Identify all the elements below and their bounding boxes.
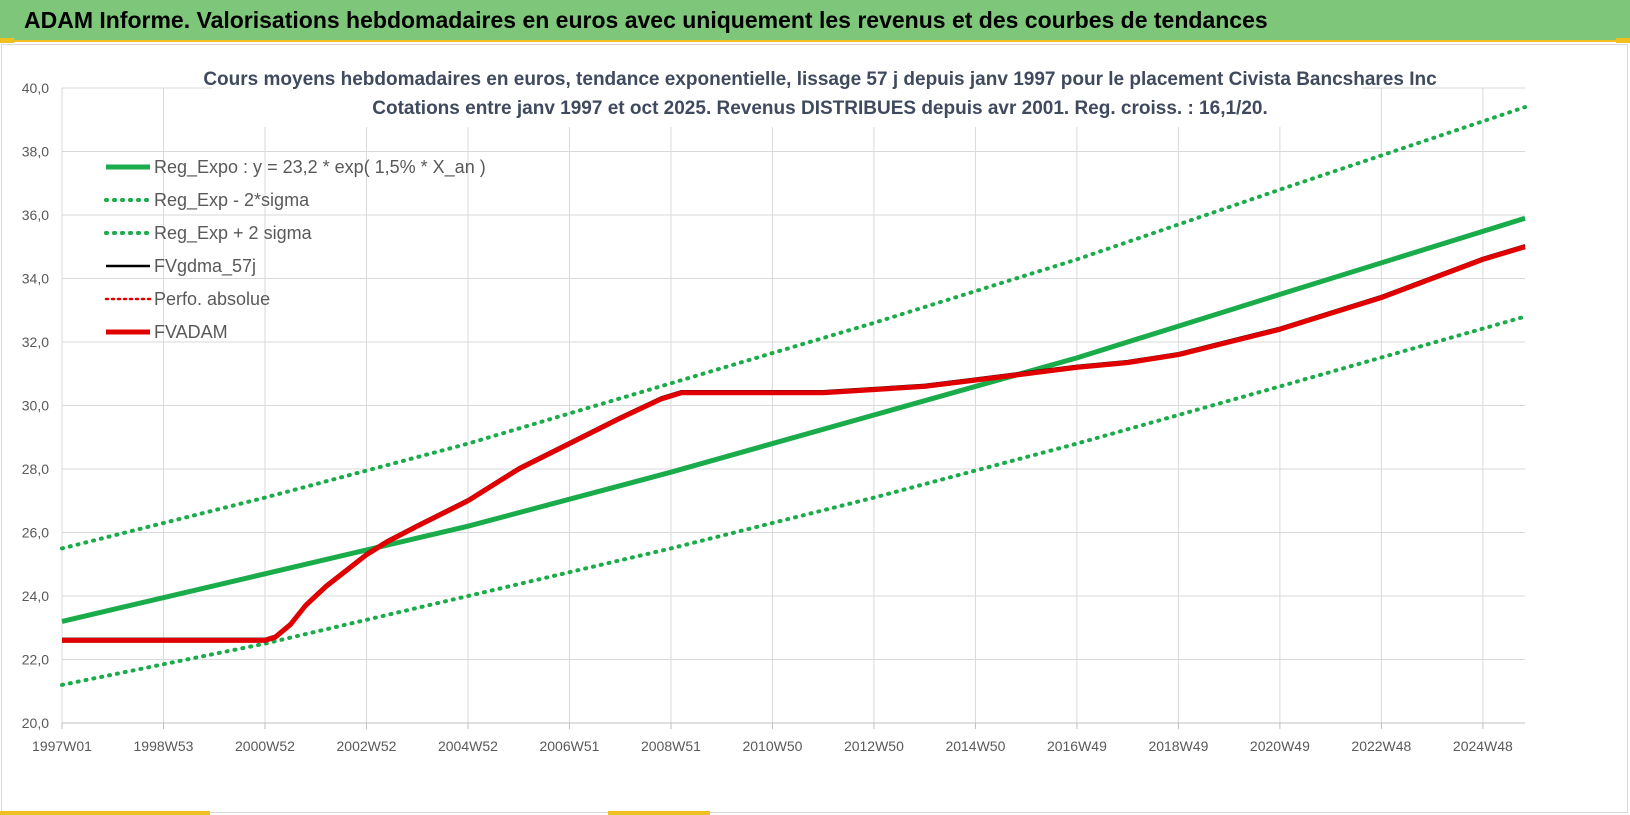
x-tick-label: 2018W49 [1148, 738, 1208, 754]
x-tick-label: 2014W50 [945, 738, 1005, 754]
series-line-1 [60, 314, 1527, 687]
x-tick-label: 2022W48 [1351, 738, 1411, 754]
legend-label: Reg_Exp - 2*sigma [154, 190, 310, 211]
chart-svg: 20,0 22,0 24,0 26,0 28,0 30,0 32,0 34,0 36,0 38,0… [22, 63, 1527, 754]
y-tick-label: 28,0 [22, 461, 49, 477]
legend-label: Reg_Expo : y = 23,2 * exp( 1,5% * X_an ) [154, 157, 486, 178]
x-tick-label: 1997W01 [32, 738, 92, 754]
axes: 20,0 22,0 24,0 26,0 28,0 30,0 32,0 34,0 36,0 38,0… [22, 80, 1525, 754]
y-tick-label: 22,0 [22, 652, 49, 668]
title-background [212, 63, 1362, 127]
chart-title: Cours moyens hebdomadaires en euros, ten… [203, 69, 1437, 90]
series-lines [60, 105, 1527, 687]
y-tick-label: 32,0 [22, 334, 49, 350]
x-tick-label: 2020W49 [1250, 738, 1310, 754]
x-tick-label: 2016W49 [1047, 738, 1107, 754]
legend-label: Perfo. absolue [154, 289, 270, 309]
y-tick-label: 40,0 [22, 80, 49, 96]
y-tick-label: 34,0 [22, 271, 49, 287]
legend: Reg_Expo : y = 23,2 * exp( 1,5% * X_an )… [104, 157, 486, 342]
y-tick-label: 30,0 [22, 398, 49, 414]
chart-area: 20,0 22,0 24,0 26,0 28,0 30,0 32,0 34,0 36,0 38,0… [1, 44, 1628, 813]
x-tick-label: 2000W52 [235, 738, 295, 754]
y-tick-label: 36,0 [22, 207, 49, 223]
legend-label: FVgdma_57j [154, 256, 256, 277]
chart-titles: Cours moyens hebdomadaires en euros, ten… [203, 63, 1437, 127]
y-tick-label: 24,0 [22, 588, 49, 604]
grid [61, 87, 1525, 724]
y-tick-label: 20,0 [22, 715, 49, 731]
x-tick-label: 2012W50 [844, 738, 904, 754]
x-tick-label: 2006W51 [539, 738, 599, 754]
x-tick-label: 1998W53 [134, 738, 194, 754]
corner-accent-right [1616, 38, 1630, 43]
bottom-accent-mid [608, 811, 710, 815]
y-tick-label: 38,0 [22, 144, 49, 160]
report-banner: ADAM Informe. Valorisations hebdomadaire… [0, 0, 1630, 42]
series-line-5 [62, 244, 1526, 643]
series-line-0 [61, 215, 1526, 624]
corner-accent-left [0, 38, 14, 43]
x-tick-label: 2002W52 [337, 738, 397, 754]
y-tick-label: 26,0 [22, 525, 49, 541]
report-title: ADAM Informe. Valorisations hebdomadaire… [24, 7, 1268, 33]
series-line-2 [60, 105, 1527, 551]
x-tick-label: 2008W51 [641, 738, 701, 754]
chart-subtitle: Cotations entre janv 1997 et oct 2025. R… [372, 98, 1267, 119]
legend-label: Reg_Exp + 2 sigma [154, 223, 313, 244]
bottom-accent-left [0, 811, 210, 815]
series-line-3 [62, 244, 1526, 641]
legend-label: FVADAM [154, 322, 228, 342]
x-tick-label: 2024W48 [1453, 738, 1513, 754]
x-tick-label: 2010W50 [742, 738, 802, 754]
x-tick-label: 2004W52 [438, 738, 498, 754]
